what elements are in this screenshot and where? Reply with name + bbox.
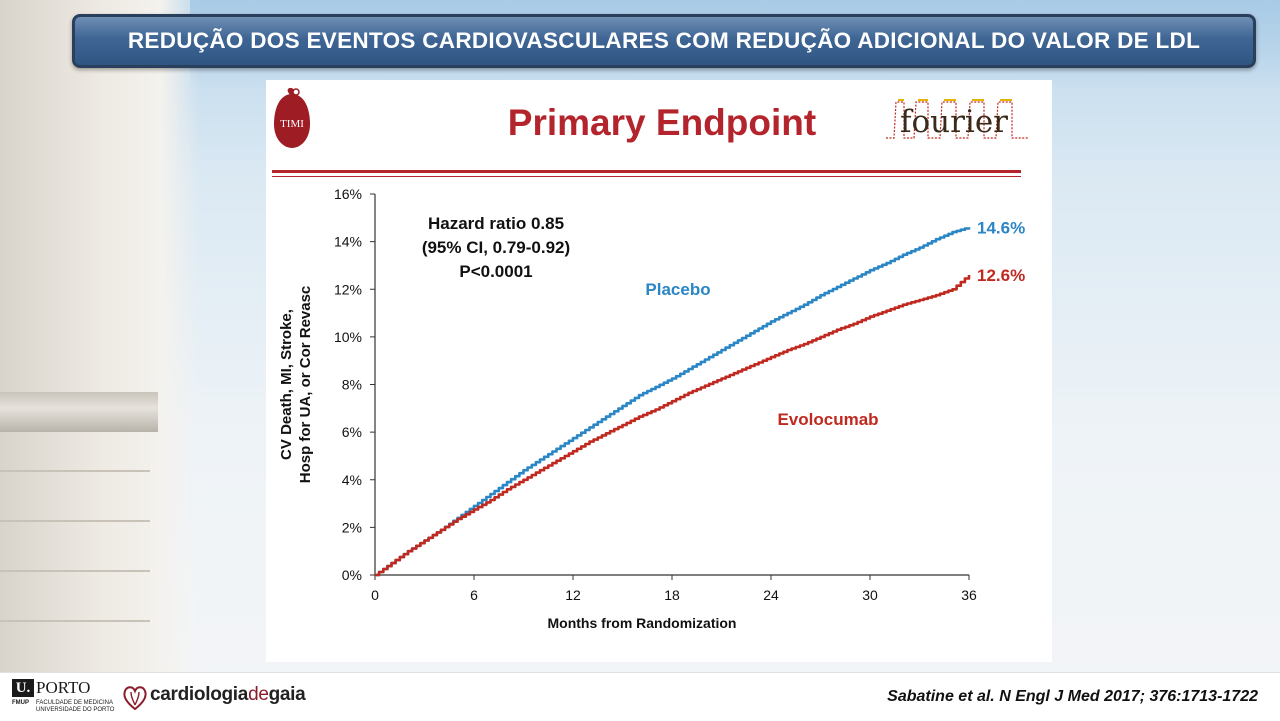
p-value-annotation: P<0.0001 xyxy=(459,262,532,281)
x-tick-label: 30 xyxy=(862,587,878,603)
fourier-logo-text: fourier xyxy=(900,104,1009,140)
y-tick-label: 8% xyxy=(342,377,362,393)
title-rule-thin xyxy=(272,176,1021,177)
x-tick-label: 36 xyxy=(961,587,977,603)
confidence-interval-annotation: (95% CI, 0.79-0.92) xyxy=(422,238,570,257)
cdg-text-part2: de xyxy=(248,684,269,705)
hazard-ratio-annotation: Hazard ratio 0.85 xyxy=(428,214,564,233)
series-label-placebo: Placebo xyxy=(645,280,710,299)
series-line-evolocumab xyxy=(375,275,971,577)
y-tick-label: 10% xyxy=(334,329,362,345)
faculty-line-2: UNIVERSIDADE DO PORTO xyxy=(36,707,115,713)
x-tick-label: 24 xyxy=(763,587,779,603)
y-tick-label: 0% xyxy=(342,567,362,583)
banner-title: REDUÇÃO DOS EVENTOS CARDIOVASCULARES COM… xyxy=(127,28,1201,53)
cdg-text-part3: gaia xyxy=(268,684,306,705)
y-axis-label-line-1: CV Death, MI, Stroke, xyxy=(278,309,295,460)
chart: 0% 2% 4% 6% 8% 10% 12% 14% 16% 0 6 12 18 24 30 36 Place… xyxy=(278,186,1025,631)
chart-labels: CV Death, MI, Stroke, Hosp for UA, or Co… xyxy=(278,214,737,631)
title-rule xyxy=(272,170,1021,173)
chart-series: Placebo 14.6% Evolocumab 12.6% xyxy=(375,218,1025,577)
fmup-label: FMUP xyxy=(12,700,29,706)
y-tick-label: 12% xyxy=(334,281,362,297)
background-building xyxy=(0,0,200,720)
uporto-logo-mark: U. xyxy=(12,679,34,697)
heart-logo-icon xyxy=(123,686,147,711)
title-banner: REDUÇÃO DOS EVENTOS CARDIOVASCULARES COM… xyxy=(72,14,1256,68)
timi-logo-text: TIMI xyxy=(280,118,304,130)
chart-ticks: 0% 2% 4% 6% 8% 10% 12% 14% 16% 0 6 12 18 24 30 36 xyxy=(334,186,977,603)
background-wall-line xyxy=(0,620,150,622)
y-tick-label: 4% xyxy=(342,472,362,488)
background-wall-line xyxy=(0,570,150,572)
faculty-line-1: FACULDADE DE MEDICINA xyxy=(36,700,114,706)
y-axis-label-line-2: Hosp for UA, or Cor Revasc xyxy=(297,286,314,484)
cdg-text-part1: cardiologia xyxy=(150,684,249,705)
footer: U. PORTO FMUP FACULDADE DE MEDICINA UNIV… xyxy=(0,672,1280,721)
x-tick-label: 12 xyxy=(565,587,581,603)
background-ledge xyxy=(0,392,158,432)
x-tick-label: 6 xyxy=(470,587,478,603)
citation: Sabatine et al. N Engl J Med 2017; 376:1… xyxy=(887,688,1258,705)
y-tick-label: 14% xyxy=(334,234,362,250)
series-end-label-evolocumab: 12.6% xyxy=(977,266,1025,285)
x-tick-label: 0 xyxy=(371,587,379,603)
x-tick-label: 18 xyxy=(664,587,680,603)
y-tick-label: 16% xyxy=(334,186,362,202)
y-tick-label: 2% xyxy=(342,519,362,535)
series-line-placebo xyxy=(375,227,971,577)
timi-logo: TIMI xyxy=(274,87,310,148)
y-tick-label: 6% xyxy=(342,424,362,440)
series-end-label-placebo: 14.6% xyxy=(977,218,1025,237)
background-wall-line xyxy=(0,520,150,522)
slide-title: Primary Endpoint xyxy=(507,102,817,143)
uporto-logo-text: PORTO xyxy=(36,678,91,697)
faculty-text: FACULDADE DE MEDICINA UNIVERSIDADE DO PO… xyxy=(36,700,114,714)
background-wall-line xyxy=(0,470,150,472)
cardiologia-de-gaia-logo: cardiologiadegaia xyxy=(150,684,306,706)
fourier-wave-icon xyxy=(886,99,1028,139)
series-label-evolocumab: Evolocumab xyxy=(777,410,878,429)
x-axis-label: Months from Randomization xyxy=(548,615,737,631)
fourier-logo: fourier xyxy=(884,94,1030,150)
slide-panel: TIMI Primary Endpoint fourier 0% 2% 4% 6% 8%… xyxy=(266,80,1052,662)
